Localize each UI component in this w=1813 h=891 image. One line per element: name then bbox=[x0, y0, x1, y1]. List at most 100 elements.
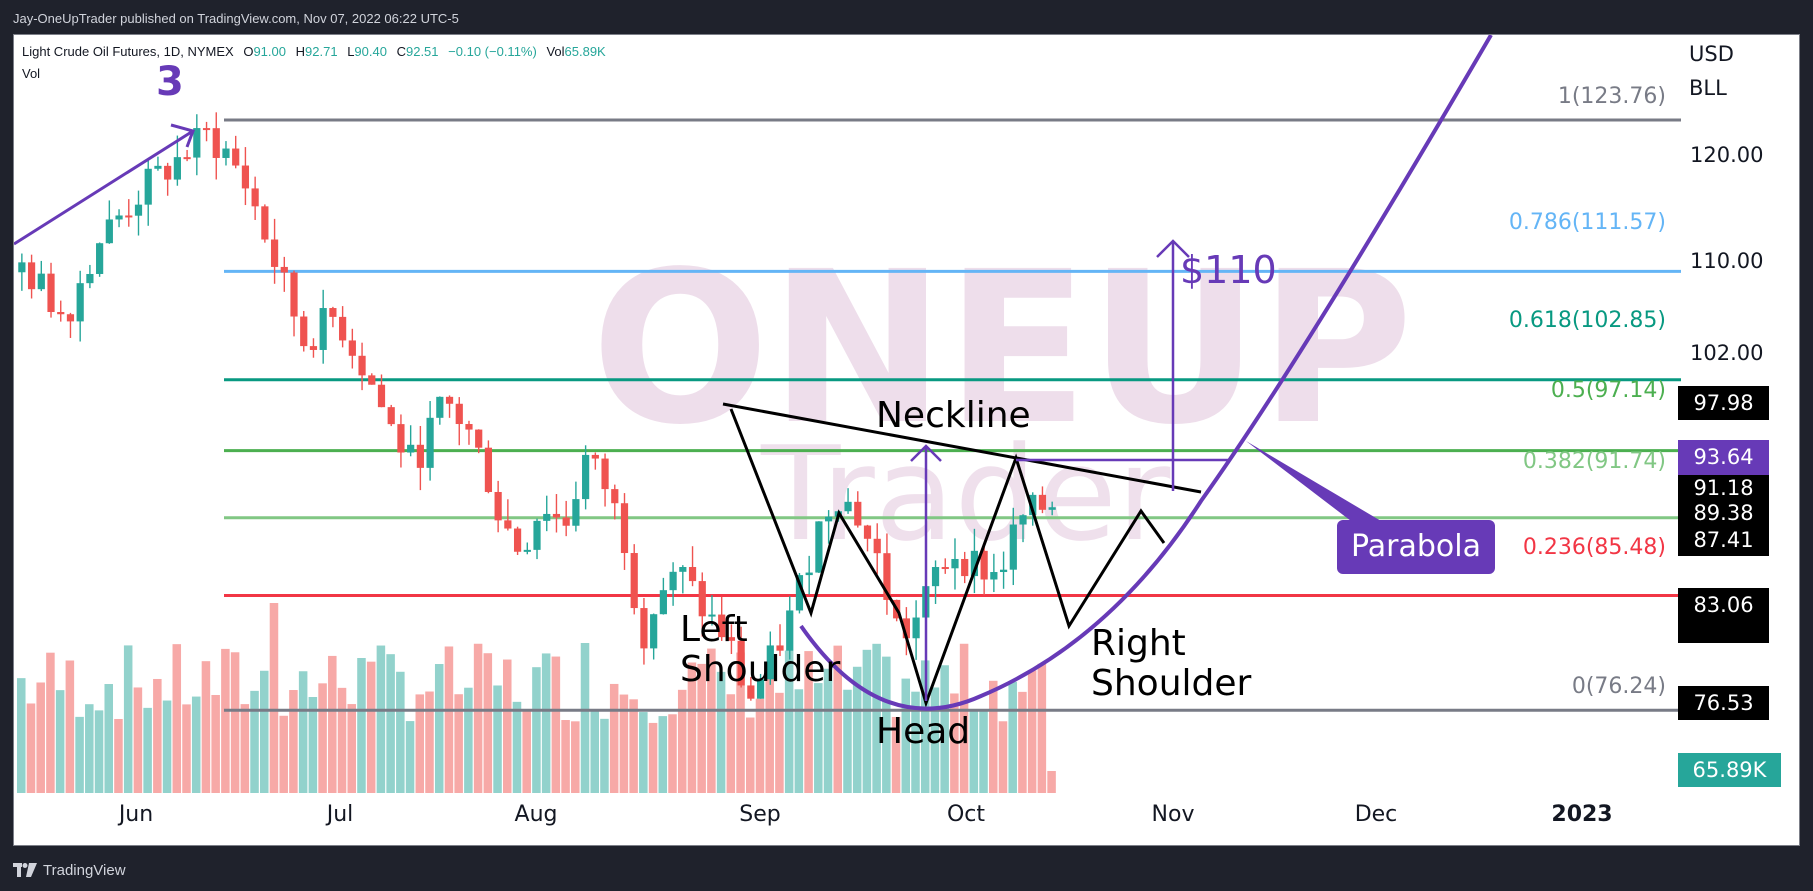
volume-bar bbox=[386, 654, 395, 793]
candle-body bbox=[776, 645, 784, 651]
candle-body bbox=[115, 215, 123, 220]
volume-bar bbox=[162, 700, 172, 793]
neckline bbox=[722, 402, 1202, 494]
candle-body bbox=[659, 590, 667, 615]
volume-bar bbox=[65, 660, 75, 793]
candle-body bbox=[543, 513, 551, 521]
candle-body bbox=[426, 417, 434, 468]
wave-arrowhead-icon bbox=[170, 123, 195, 148]
candle-body bbox=[300, 316, 308, 347]
volume-bar bbox=[677, 689, 687, 793]
volume-bar bbox=[959, 643, 969, 793]
candle-body bbox=[873, 538, 881, 554]
tradingview-logo-icon bbox=[13, 863, 37, 877]
head-label: Head bbox=[876, 711, 971, 752]
volume-indicator-label[interactable]: Vol bbox=[22, 66, 41, 81]
candle-body bbox=[815, 521, 823, 573]
volume-bar bbox=[512, 701, 522, 793]
volume-bar bbox=[532, 667, 541, 793]
candle-body bbox=[844, 501, 852, 512]
price-tick: 120.00 bbox=[1690, 143, 1764, 167]
price-tag-current: 93.64 bbox=[1678, 440, 1769, 475]
chart-frame[interactable]: ONEUP Trader bbox=[13, 34, 1800, 846]
candle-body bbox=[902, 618, 910, 639]
volume-bar bbox=[172, 644, 182, 793]
candle-body bbox=[377, 384, 386, 408]
watermark-text: ONEUP bbox=[591, 226, 1413, 471]
volume-bar bbox=[240, 704, 250, 793]
volume-bar bbox=[590, 711, 599, 793]
candle-body bbox=[37, 273, 45, 290]
volume-bar bbox=[182, 704, 191, 793]
volume-bar bbox=[260, 670, 269, 793]
wave-trendline bbox=[14, 129, 194, 246]
left-shoulder-label: Left Shoulder bbox=[680, 609, 841, 690]
volume-bar bbox=[765, 674, 774, 793]
volume-bar bbox=[862, 649, 872, 793]
publish-header: Jay-OneUpTrader published on TradingView… bbox=[13, 11, 459, 26]
volume-bar bbox=[104, 684, 113, 793]
volume-bar bbox=[415, 694, 425, 793]
candle-body bbox=[786, 610, 794, 651]
volume-tag: 65.89K bbox=[1678, 753, 1781, 787]
volume-bar bbox=[814, 683, 823, 793]
price-tag: 83.06 bbox=[1678, 588, 1769, 643]
volume-value: 65.89K bbox=[564, 44, 606, 59]
time-tick: Aug bbox=[514, 802, 558, 827]
candle-body bbox=[290, 272, 298, 317]
volume-bar bbox=[269, 603, 279, 793]
volume-bar bbox=[289, 690, 298, 793]
volume-bar bbox=[1008, 681, 1017, 793]
arrow-up-icon bbox=[1156, 239, 1190, 258]
volume-bar bbox=[55, 690, 65, 793]
callout-pointer bbox=[1246, 441, 1381, 521]
volume-bar bbox=[755, 698, 765, 793]
candle-body bbox=[1009, 524, 1017, 570]
candle-body bbox=[980, 550, 988, 580]
candle-body bbox=[523, 549, 531, 552]
arrow-up-icon bbox=[910, 444, 942, 462]
candle-body bbox=[193, 128, 201, 158]
volume-bar bbox=[376, 645, 386, 793]
candle-body bbox=[436, 396, 444, 418]
volume-bar bbox=[911, 691, 920, 793]
candle-body bbox=[854, 501, 862, 526]
high-value: 92.71 bbox=[305, 44, 338, 59]
candle-body bbox=[708, 614, 716, 617]
candle-body bbox=[416, 444, 424, 468]
currency-label: USD bbox=[1689, 42, 1734, 66]
candle-body bbox=[57, 312, 65, 315]
candle-body bbox=[747, 685, 755, 699]
volume-bar bbox=[969, 710, 979, 793]
volume-bar bbox=[823, 668, 833, 793]
fib-label-1: 1(123.76) bbox=[1557, 84, 1666, 109]
time-tick: Sep bbox=[739, 802, 781, 827]
candle-body bbox=[397, 424, 405, 453]
candle-body bbox=[339, 316, 347, 341]
volume-bar bbox=[736, 652, 745, 793]
candle-body bbox=[630, 553, 638, 609]
candle-body bbox=[863, 525, 872, 539]
volume-bar bbox=[85, 704, 94, 793]
parabola-callout[interactable]: Parabola bbox=[1337, 520, 1495, 574]
volume-bar bbox=[882, 656, 891, 793]
hs-zigzag bbox=[729, 408, 1166, 708]
volume-bar bbox=[17, 678, 26, 793]
candle-body bbox=[912, 617, 920, 639]
symbol-title[interactable]: Light Crude Oil Futures, 1D, NYMEX bbox=[22, 44, 234, 59]
price-tag: 76.53 bbox=[1678, 686, 1769, 720]
volume-bar bbox=[901, 678, 911, 793]
price-tick: 102.00 bbox=[1690, 341, 1764, 365]
candle-body bbox=[66, 314, 75, 322]
volume-bar bbox=[396, 671, 405, 793]
volume-bar bbox=[833, 645, 842, 793]
volume-bar bbox=[405, 721, 415, 793]
tradingview-footer[interactable]: TradingView bbox=[13, 856, 126, 884]
volume-bar bbox=[794, 689, 804, 793]
volume-bar bbox=[979, 709, 988, 793]
candle-body bbox=[232, 148, 240, 166]
volume-bar bbox=[279, 715, 288, 793]
fib-label-0786: 0.786(111.57) bbox=[1508, 210, 1666, 235]
candle-body bbox=[465, 424, 473, 430]
